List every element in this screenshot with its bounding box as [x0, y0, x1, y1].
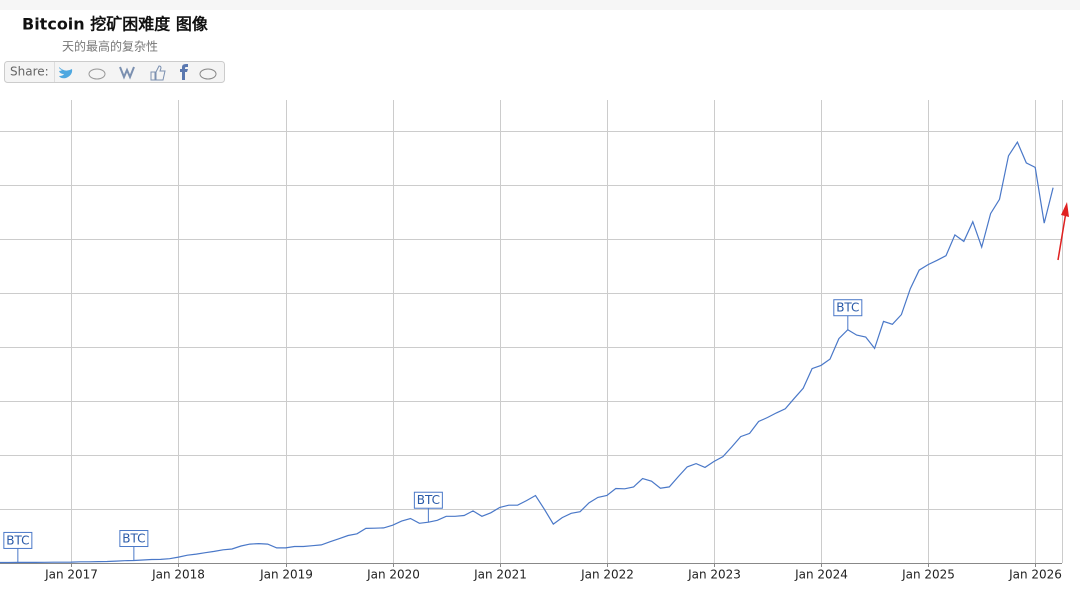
facebook-icon[interactable]	[180, 64, 188, 80]
share-box	[4, 61, 225, 83]
grid	[0, 100, 1062, 564]
x-tick-label: Jan 2018	[151, 568, 205, 582]
flag-label: BTC	[122, 532, 145, 546]
x-tick-label: Jan 2021	[473, 568, 527, 582]
flag: BTC	[413, 491, 443, 523]
flag-box	[413, 491, 443, 509]
share-label: Share:	[10, 65, 49, 79]
x-tick-label: Jan 2020	[366, 568, 420, 582]
flag-label: BTC	[417, 493, 440, 507]
flag-box	[3, 531, 33, 549]
arrow-shaft	[1057, 211, 1067, 261]
flag-box	[119, 530, 149, 548]
vk-icon[interactable]	[119, 66, 135, 80]
flag-label: BTC	[6, 533, 29, 547]
chart-title: Bitcoin 挖矿困难度 图像	[22, 15, 209, 34]
share-bar: Share:	[4, 61, 225, 83]
flag: BTC	[833, 299, 863, 330]
share-icons[interactable]	[59, 64, 217, 81]
twitter-icon[interactable]	[59, 67, 73, 79]
like-icon[interactable]	[150, 65, 166, 81]
chart-subtitle: 天的最高的复杂性	[62, 39, 158, 54]
x-tick-label: Jan 2023	[687, 568, 741, 582]
top-strip	[0, 0, 1080, 10]
reddit-icon[interactable]	[88, 68, 106, 80]
x-tick-label: Jan 2017	[44, 568, 98, 582]
x-tick-label: Jan 2026	[1008, 568, 1062, 582]
weibo-icon[interactable]	[199, 68, 217, 80]
arrow-head	[1061, 202, 1069, 217]
data-line	[0, 140, 1054, 564]
flag-label: BTC	[836, 301, 859, 315]
x-tick-label: Jan 2025	[901, 568, 955, 582]
x-tick-label: Jan 2019	[259, 568, 313, 582]
flag: BTC	[3, 531, 33, 563]
flag: BTC	[119, 530, 149, 561]
x-tick-label: Jan 2022	[580, 568, 634, 582]
flag-box	[833, 299, 863, 317]
x-tick-label: Jan 2024	[794, 568, 848, 582]
